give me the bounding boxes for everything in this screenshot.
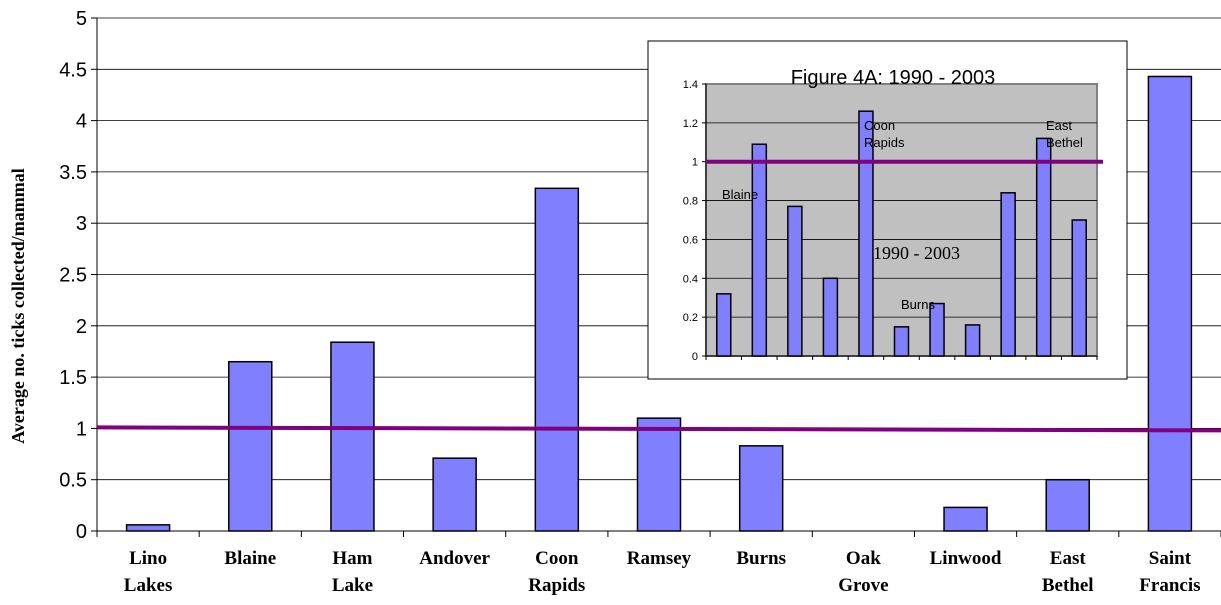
- y-axis-label: Average no. ticks collected/mammal: [8, 168, 28, 444]
- y-tick-label: 0.5: [59, 470, 87, 492]
- inset-annotations: Blaine Coon Rapids East Bethel 1990 - 2003 Bur…: [722, 118, 1083, 312]
- x-tick-label: Blaine: [224, 548, 276, 569]
- x-tick-label: Oak Grove: [838, 548, 888, 596]
- inset-y-tick-label: 1.2: [683, 118, 698, 130]
- y-tick-label: 4: [76, 111, 87, 133]
- inset-y-tick-label: 0.6: [683, 234, 698, 246]
- x-tick-label: Lino Lakes: [124, 548, 173, 596]
- inset-bar: [716, 293, 732, 357]
- inset-annotation: Coon Rapids: [864, 118, 905, 150]
- inset-plot-area: [705, 83, 1098, 357]
- bar: [636, 417, 682, 532]
- y-tick-label: 3: [76, 213, 87, 235]
- inset-bar: [893, 326, 910, 357]
- inset-y-tick-label: 1: [692, 157, 698, 169]
- x-tick-label: Coon Rapids: [528, 548, 585, 596]
- inset-y-tick-label: 0.4: [683, 273, 698, 285]
- reference-line: [96, 425, 1221, 433]
- y-tick-label: 1.5: [59, 367, 87, 389]
- bar: [1147, 75, 1193, 532]
- main-axes: [96, 18, 1221, 537]
- inset-bar: [787, 205, 803, 357]
- inset-bars: [716, 110, 1087, 357]
- x-tick-label: Ham Lake: [332, 548, 373, 596]
- bar: [330, 341, 375, 532]
- bar: [738, 445, 784, 532]
- y-tick-label: 3.5: [59, 162, 87, 184]
- inset-title: Figure 4A: 1990 - 2003: [791, 67, 996, 89]
- bar: [943, 506, 988, 532]
- x-tick-label: Linwood: [930, 548, 1002, 569]
- inset-y-tick-label: 0.8: [683, 196, 698, 208]
- inset-bar: [1000, 192, 1016, 357]
- x-tick-label: Andover: [419, 548, 490, 569]
- inset-bar: [822, 277, 839, 357]
- x-tick-label: Saint Francis: [1139, 548, 1200, 596]
- inset-annotation: East Bethel: [1046, 118, 1083, 150]
- inset-annotation: Blaine: [722, 187, 758, 202]
- y-tick-label: 4.5: [59, 59, 87, 81]
- inset-y-tick-label: 0: [692, 351, 698, 363]
- inset-bar: [964, 324, 981, 357]
- main-y-tick-labels: 0 0.5 1 1.5 2 2.5 3 3.5 4 4.5 5: [59, 8, 87, 543]
- y-tick-label: 2: [76, 316, 87, 338]
- inset-annotation: 1990 - 2003: [873, 243, 960, 263]
- inset-bar: [751, 143, 768, 357]
- y-tick-label: 1: [76, 418, 87, 440]
- bar: [228, 360, 273, 532]
- y-tick-label: 0: [76, 521, 87, 543]
- bar: [125, 524, 171, 532]
- inset-y-tick-labels: 0 0.2 0.4 0.6 0.8 1 1.2 1.4: [683, 79, 698, 363]
- x-tick-label: Burns: [736, 548, 786, 569]
- x-tick-label: East Bethel: [1042, 548, 1094, 596]
- bar: [432, 457, 477, 532]
- inset-annotation: Burns: [901, 297, 935, 312]
- bar: [534, 187, 580, 532]
- y-tick-label: 5: [76, 8, 87, 30]
- inset-chart: 0 0.2 0.4 0.6 0.8 1 1.2 1.4 Figure 4A: 1990 - 2…: [647, 40, 1128, 380]
- x-tick-label: Ramsey: [627, 548, 692, 569]
- inset-bar: [1071, 219, 1087, 357]
- bar: [1045, 478, 1090, 532]
- main-x-tick-labels: Lino Lakes Blaine Ham Lake Andover Coon Rapids R…: [124, 548, 1201, 596]
- inset-y-tick-label: 1.4: [683, 79, 698, 91]
- inset-axes: [705, 84, 1103, 360]
- inset-bar: [1035, 137, 1052, 357]
- inset-y-tick-label: 0.2: [683, 312, 698, 324]
- y-tick-label: 2.5: [59, 265, 87, 287]
